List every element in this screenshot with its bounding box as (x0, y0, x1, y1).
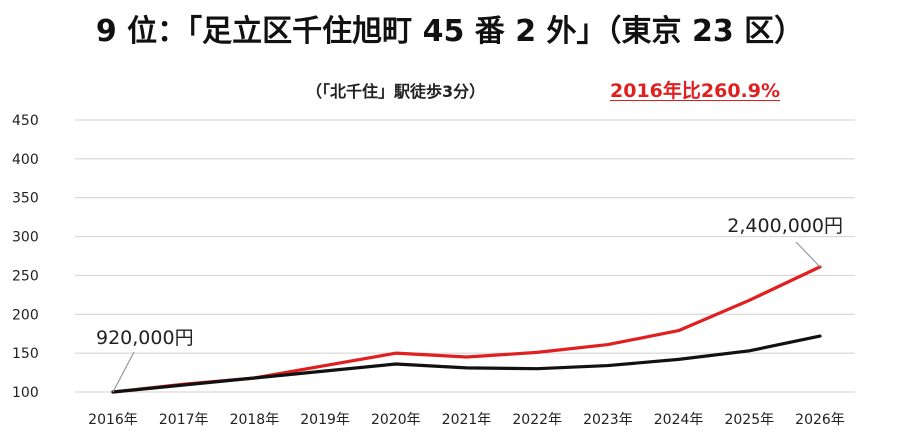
series-line-2 (111, 334, 822, 394)
annotation-label: 920,000円 (96, 327, 194, 349)
y-tick-label: 400 (12, 152, 39, 168)
grid-lines (75, 119, 855, 393)
y-tick-label: 450 (12, 113, 39, 129)
y-tick-label: 250 (12, 268, 39, 284)
annotation-leader-line (795, 241, 821, 268)
annotation-label: 2,400,000円 (727, 215, 843, 237)
series-lines (111, 265, 822, 394)
y-tick-label: 200 (12, 307, 39, 323)
x-tick-label: 2018年 (230, 412, 280, 428)
annotation-leader-line (112, 351, 135, 393)
x-axis-ticks: 2016年 2017年 2018年 2019年 2020年 2021年 2022年 2023年… (88, 412, 845, 428)
x-tick-label: 2020年 (371, 412, 421, 428)
x-tick-label: 2022年 (512, 412, 562, 428)
series-line-1 (111, 265, 822, 394)
y-tick-label: 350 (12, 191, 39, 207)
y-tick-label: 300 (12, 230, 39, 246)
x-tick-label: 2024年 (654, 412, 704, 428)
x-tick-label: 2017年 (159, 412, 209, 428)
annotations: 920,000円 2,400,000円 (96, 215, 843, 393)
y-tick-label: 150 (12, 346, 39, 362)
x-tick-label: 2026年 (795, 412, 845, 428)
chart-title: 9 位：「足立区千住旭町 45 番 2 外」（東京 23 区） (95, 14, 805, 49)
y-axis-ticks: 100 150 200 250 300 350 400 450 (12, 113, 39, 401)
x-tick-label: 2016年 (88, 412, 138, 428)
x-tick-label: 2023年 (583, 412, 633, 428)
x-tick-label: 2019年 (300, 412, 350, 428)
growth-highlight: 2016年比260.9% (610, 80, 781, 102)
x-tick-label: 2021年 (442, 412, 492, 428)
x-tick-label: 2025年 (724, 412, 774, 428)
chart-subtitle: （「北千住」駅徒歩3分） (306, 82, 486, 101)
y-tick-label: 100 (12, 385, 39, 401)
